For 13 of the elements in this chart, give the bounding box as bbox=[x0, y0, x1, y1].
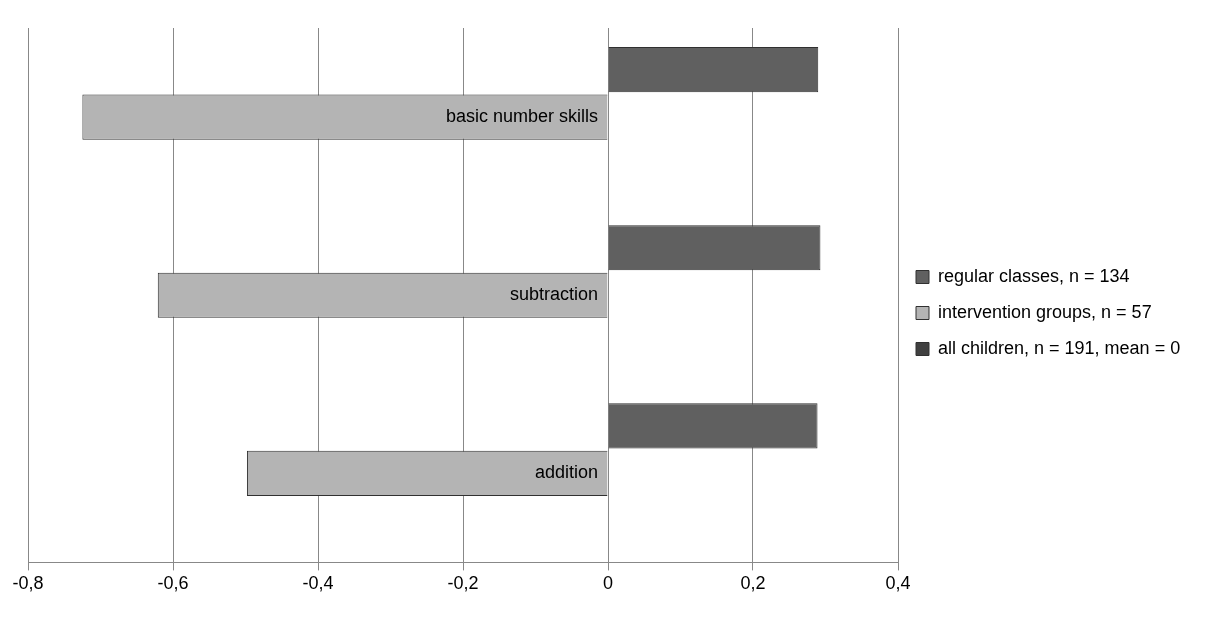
x-tick-label: 0,4 bbox=[885, 573, 911, 594]
legend-label: intervention groups, n = 57 bbox=[938, 301, 1152, 322]
legend-label: all children, n = 191, mean = 0 bbox=[938, 337, 1181, 358]
y-tick-label: addition bbox=[534, 462, 598, 483]
y-tick-label: basic number skills bbox=[445, 106, 598, 127]
y-tick-label: subtraction bbox=[509, 284, 598, 305]
x-tick-label: -0,2 bbox=[447, 573, 479, 594]
x-tick-label: -0,6 bbox=[157, 573, 189, 594]
x-tick-label: -0,4 bbox=[302, 573, 334, 594]
x-tick-label: 0,2 bbox=[740, 573, 766, 594]
legend-label: regular classes, n = 134 bbox=[938, 265, 1130, 286]
x-tick-label: -0,8 bbox=[12, 573, 44, 594]
x-tick-label: 0 bbox=[602, 573, 614, 594]
